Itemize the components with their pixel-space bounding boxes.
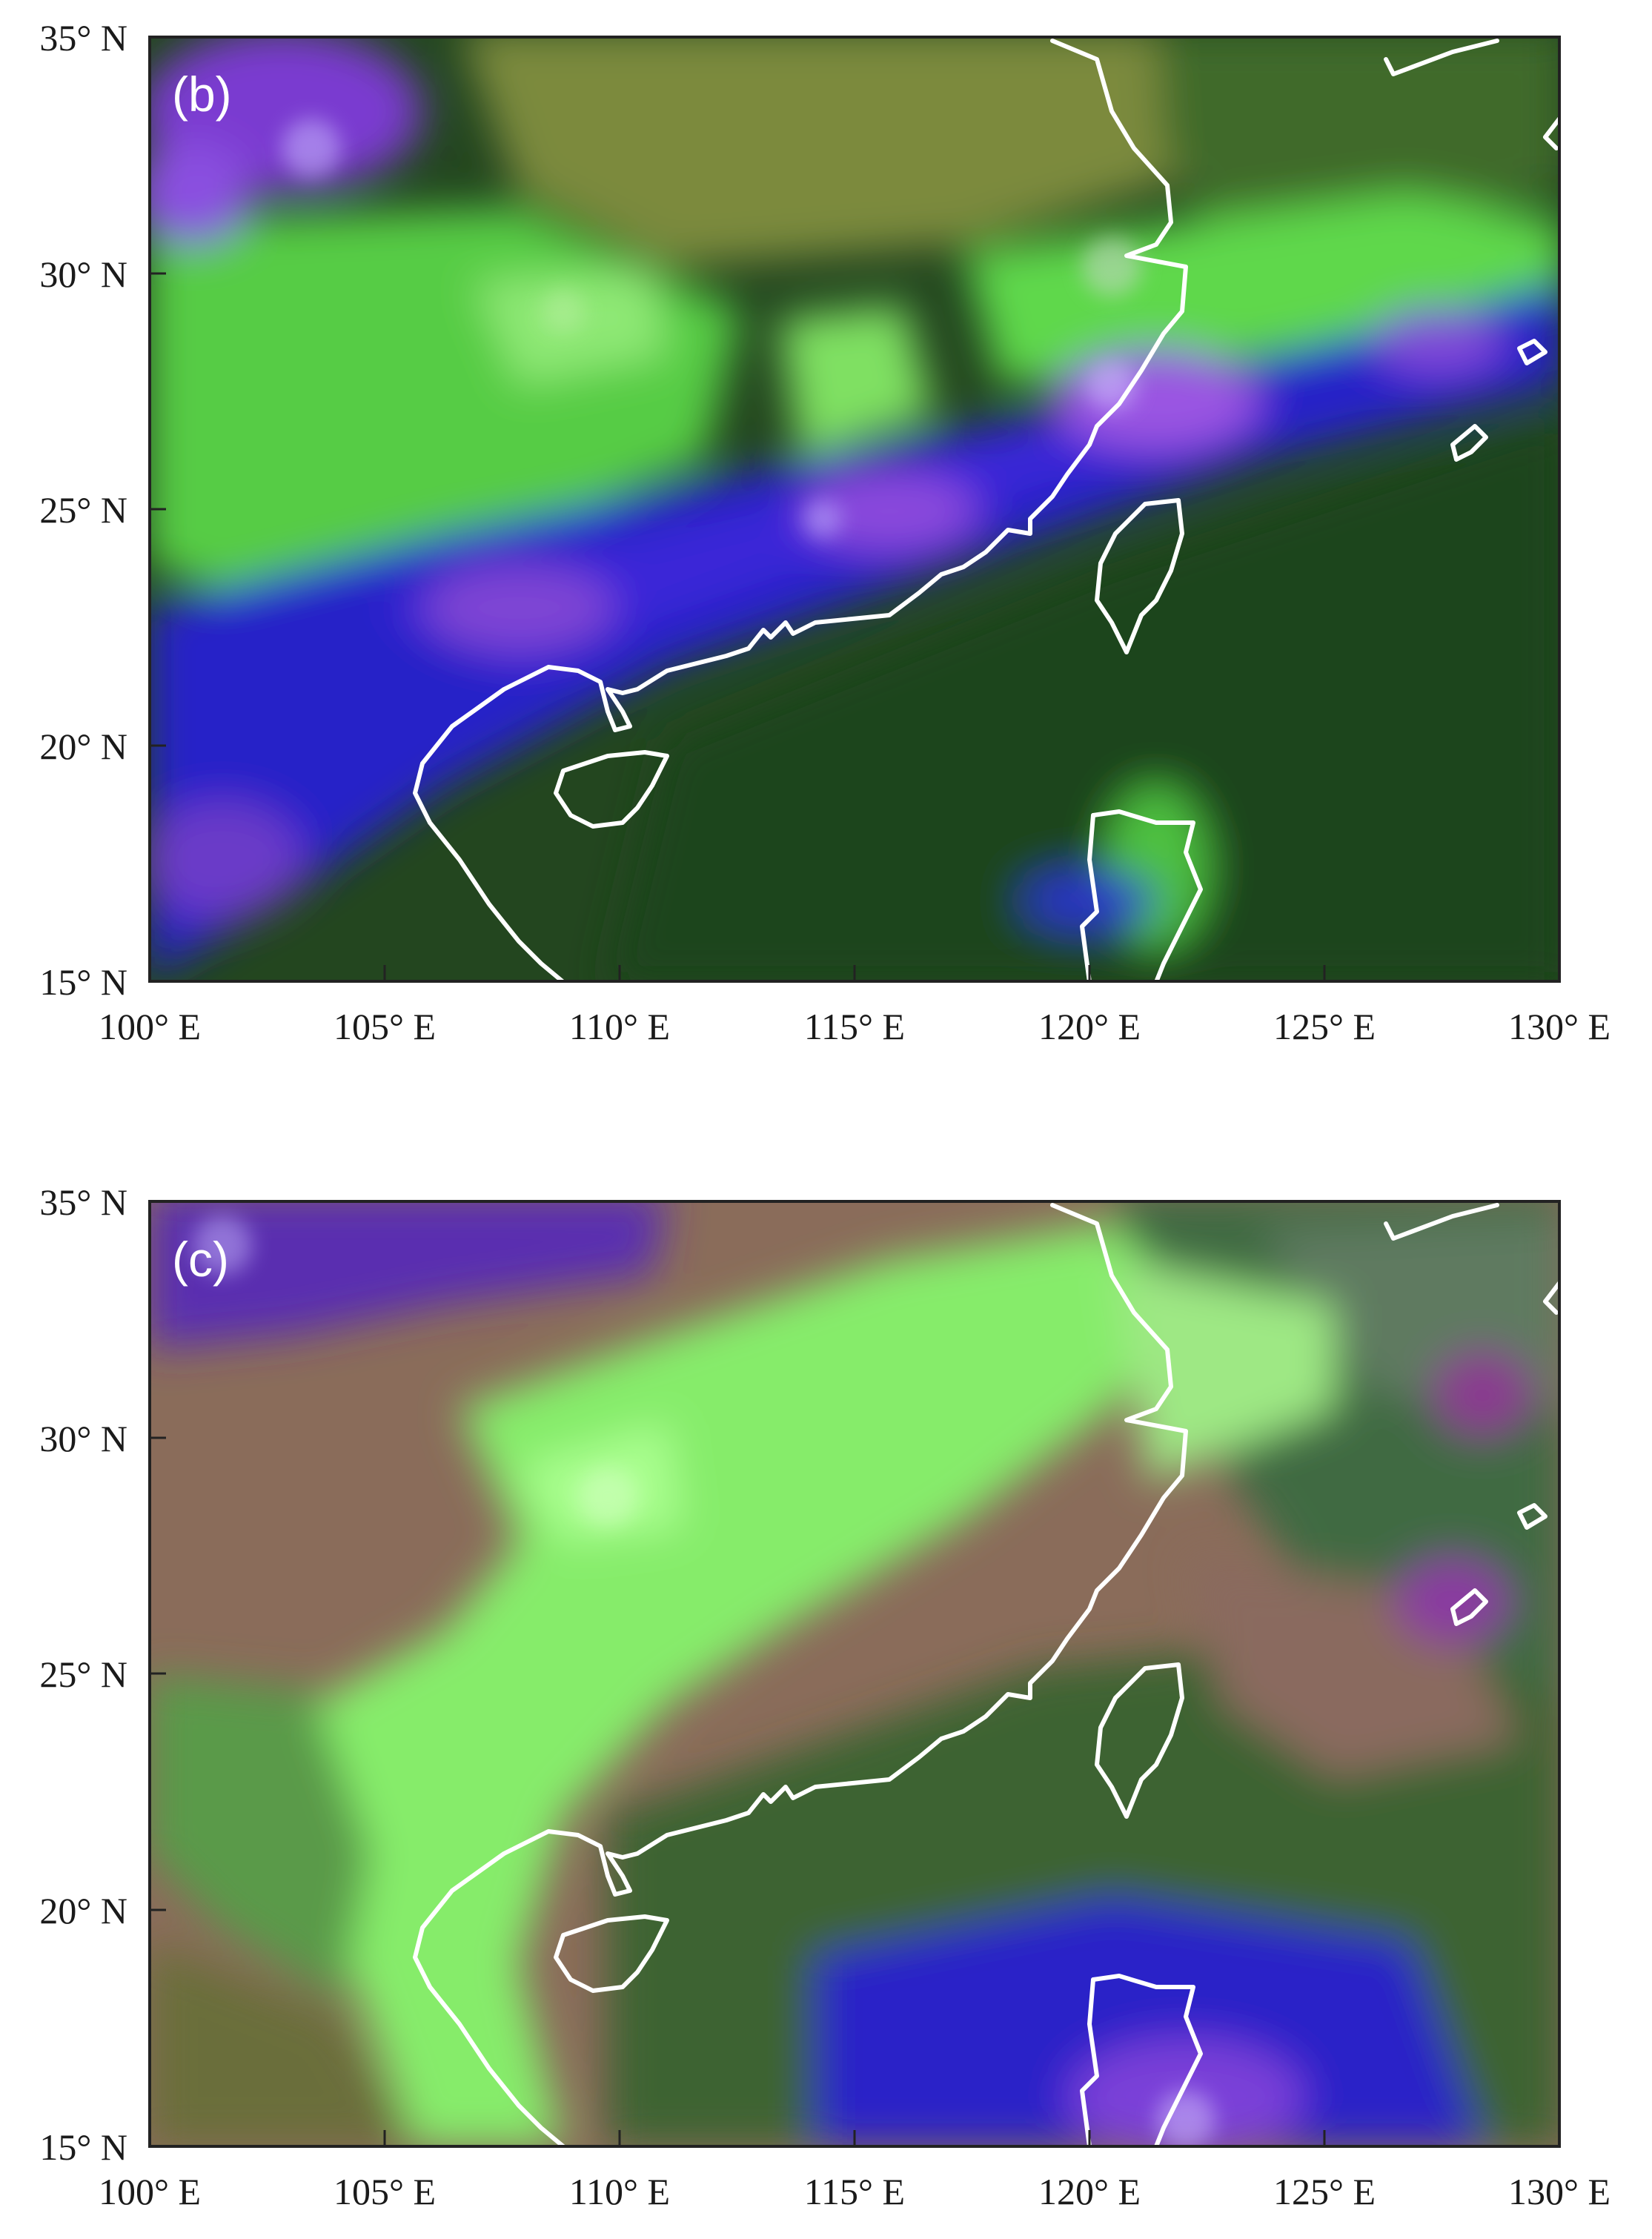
- panel-b-imagery: [150, 37, 1559, 981]
- panel-b-ticks: [150, 36, 1326, 981]
- panel-c: (c) 35° N 30° N 25° N 20° N 15° N 100° E…: [39, 1181, 1610, 2212]
- y-tick-label: 35° N: [39, 17, 127, 59]
- x-tick-label: 125° E: [1273, 2171, 1376, 2212]
- panel-c-x-axis: 100° E 105° E 110° E 115° E 120° E 125° …: [99, 2171, 1610, 2212]
- x-tick-label: 130° E: [1508, 2171, 1610, 2212]
- y-tick-label: 20° N: [39, 726, 127, 767]
- x-tick-label: 110° E: [569, 2171, 670, 2212]
- x-tick-label: 100° E: [99, 2171, 201, 2212]
- x-tick-label: 125° E: [1273, 1006, 1376, 1047]
- panel-b-label: (b): [172, 67, 232, 122]
- x-tick-label: 120° E: [1038, 1006, 1141, 1047]
- x-tick-label: 110° E: [569, 1006, 670, 1047]
- x-tick-label: 130° E: [1508, 1006, 1610, 1047]
- x-tick-label: 105° E: [334, 2171, 436, 2212]
- y-tick-label: 15° N: [39, 2126, 127, 2168]
- x-tick-label: 115° E: [804, 2171, 905, 2212]
- y-tick-label: 30° N: [39, 253, 127, 295]
- y-tick-label: 25° N: [39, 1653, 127, 1695]
- panel-b-x-axis: 100° E 105° E 110° E 115° E 120° E 125° …: [99, 1006, 1610, 1047]
- coastline-b: [413, 39, 1565, 984]
- x-tick-label: 120° E: [1038, 2171, 1141, 2212]
- x-tick-label: 100° E: [99, 1006, 201, 1047]
- x-tick-label: 105° E: [334, 1006, 436, 1047]
- panel-c-ticks: [150, 1436, 1326, 2146]
- x-tick-label: 115° E: [804, 1006, 905, 1047]
- panel-c-imagery: [150, 1201, 1559, 2146]
- y-tick-label: 25° N: [39, 489, 127, 531]
- panel-c-y-axis: 35° N 30° N 25° N 20° N 15° N: [39, 1181, 127, 2168]
- panel-c-label: (c): [172, 1232, 229, 1287]
- y-tick-label: 35° N: [39, 1181, 127, 1223]
- panel-b-y-axis: 35° N 30° N 25° N 20° N 15° N: [39, 17, 127, 1003]
- panel-b: (b) 35° N 30° N 25° N 20° N 15° N 100° E…: [39, 17, 1610, 1047]
- y-tick-label: 30° N: [39, 1418, 127, 1459]
- y-tick-label: 15° N: [39, 961, 127, 1003]
- coastline-c: [413, 1203, 1565, 2149]
- y-tick-label: 20° N: [39, 1890, 127, 1931]
